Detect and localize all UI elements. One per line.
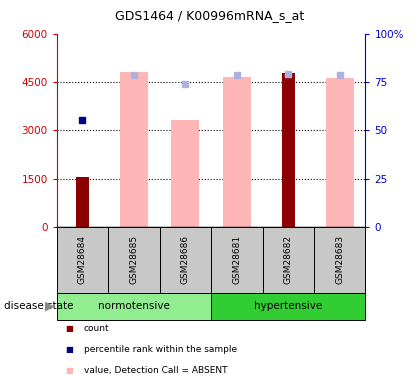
Text: GSM28682: GSM28682 <box>284 235 293 284</box>
Bar <box>57 227 108 292</box>
Text: percentile rank within the sample: percentile rank within the sample <box>84 345 237 354</box>
Text: GSM28685: GSM28685 <box>129 235 138 284</box>
Text: GSM28684: GSM28684 <box>78 235 87 284</box>
Text: disease state: disease state <box>4 301 74 311</box>
Text: hypertensive: hypertensive <box>254 301 323 311</box>
Text: GSM28683: GSM28683 <box>335 235 344 284</box>
Bar <box>223 77 251 227</box>
Bar <box>262 227 314 292</box>
Bar <box>211 292 365 320</box>
Bar <box>314 227 365 292</box>
Text: value, Detection Call = ABSENT: value, Detection Call = ABSENT <box>84 366 228 375</box>
Text: count: count <box>84 324 110 333</box>
Text: ▶: ▶ <box>45 300 54 312</box>
Bar <box>108 227 160 292</box>
Text: GSM28681: GSM28681 <box>232 235 241 284</box>
Bar <box>282 73 295 227</box>
Bar <box>160 227 211 292</box>
Bar <box>76 177 89 227</box>
Text: GSM28686: GSM28686 <box>181 235 190 284</box>
Text: normotensive: normotensive <box>98 301 170 311</box>
Bar <box>57 292 211 320</box>
Text: ■: ■ <box>65 324 73 333</box>
Text: GDS1464 / K00996mRNA_s_at: GDS1464 / K00996mRNA_s_at <box>116 9 304 22</box>
Text: ■: ■ <box>65 366 73 375</box>
Bar <box>326 78 354 227</box>
Bar <box>120 72 148 227</box>
Text: ■: ■ <box>65 345 73 354</box>
Bar <box>211 227 262 292</box>
Bar <box>171 120 200 227</box>
